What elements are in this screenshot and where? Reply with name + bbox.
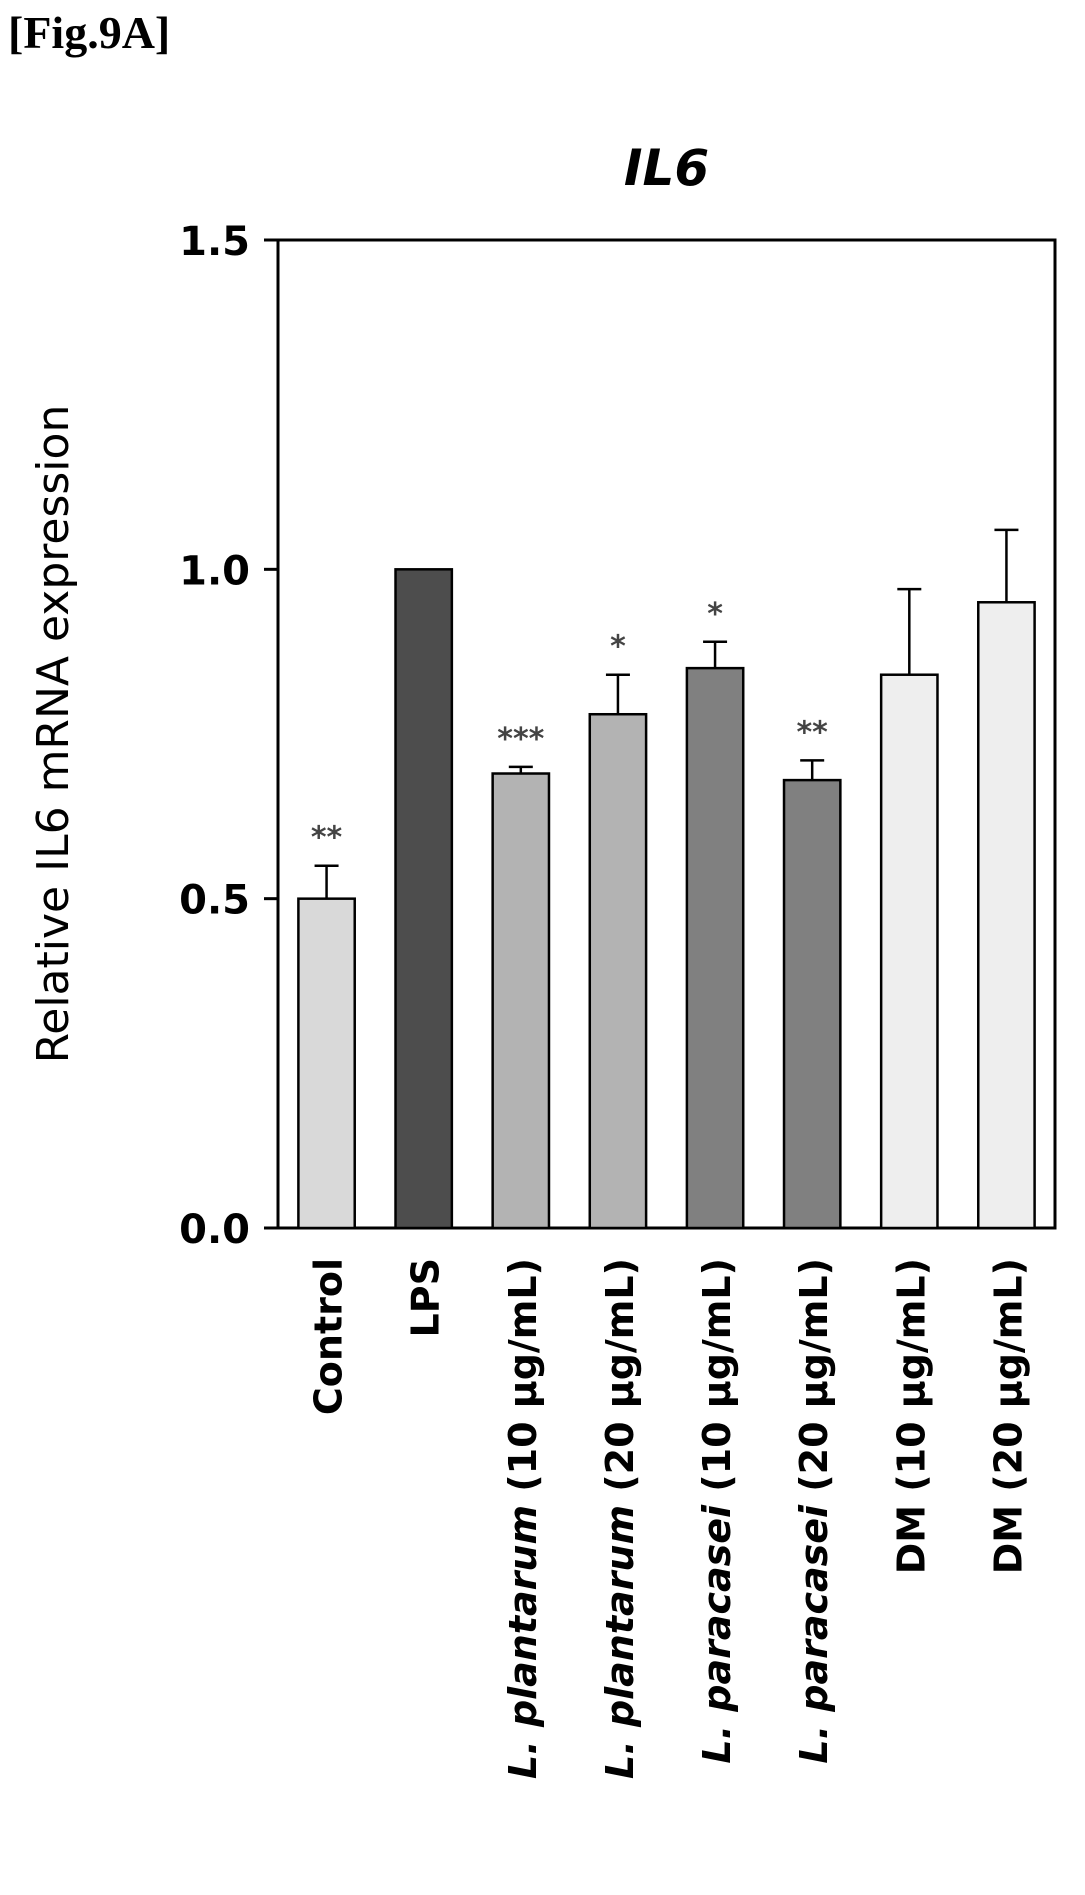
bar [782, 778, 842, 1230]
x-tick-label: L. paracasei (20 μg/mL) [792, 1258, 836, 1764]
y-tick-label: 1.5 [179, 219, 250, 265]
bar [685, 666, 745, 1230]
bar [977, 601, 1036, 1230]
x-tick-label: L. plantarum (20 μg/mL) [598, 1258, 642, 1779]
x-tick-label: DM (10 μg/mL) [889, 1258, 933, 1574]
y-axis-label: Relative IL6 mRNA expression [28, 405, 79, 1064]
significance-marker: * [610, 630, 626, 665]
y-tick-label: 0.0 [179, 1207, 250, 1253]
bar [394, 568, 454, 1230]
y-tick-label: 1.0 [179, 548, 250, 594]
bar [297, 897, 356, 1230]
figure-label: [Fig.9A] [8, 7, 171, 58]
bar [491, 772, 551, 1230]
significance-marker: * [707, 597, 723, 632]
x-tick-label: DM (20 μg/mL) [986, 1258, 1030, 1574]
plot-frame [276, 238, 1057, 1230]
bar [879, 673, 939, 1230]
bar [588, 712, 648, 1230]
x-tick-label: L. plantarum (10 μg/mL) [501, 1258, 545, 1779]
chart-title: IL6 [624, 139, 709, 197]
x-tick-label: Control [307, 1258, 351, 1415]
x-tick-label: LPS [404, 1258, 448, 1337]
significance-marker: ** [311, 821, 343, 856]
y-tick-label: 0.5 [179, 878, 250, 924]
significance-marker: *** [497, 722, 544, 757]
significance-marker: ** [796, 715, 828, 750]
x-tick-label: L. paracasei (10 μg/mL) [695, 1258, 739, 1764]
